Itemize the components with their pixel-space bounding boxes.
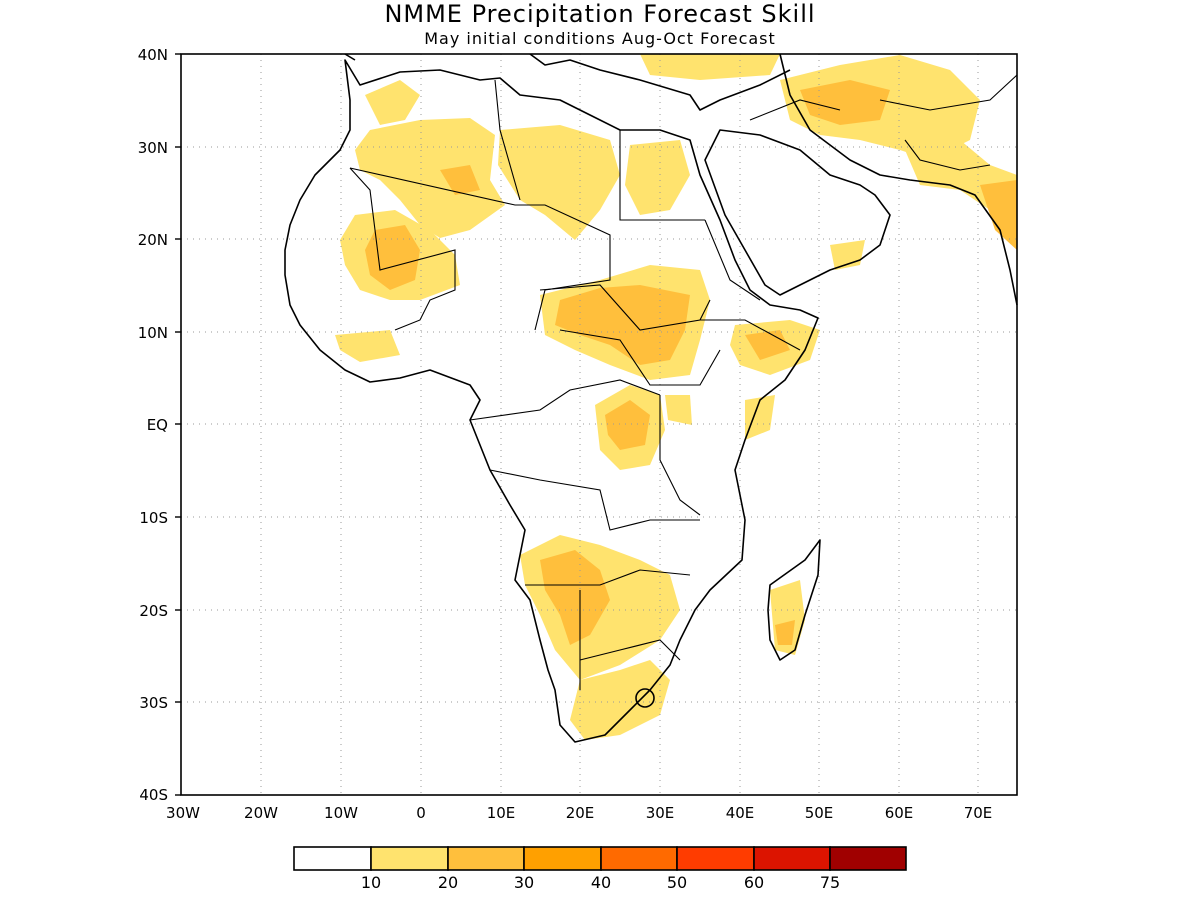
skill-region-sahara-core (440, 165, 480, 195)
skill-region-libya-egypt (625, 140, 690, 215)
colorbar-label: 50 (667, 873, 687, 892)
y-axis-ticks (175, 53, 181, 796)
colorbar-bin (370, 846, 449, 871)
y-tick-label: 20S (139, 602, 168, 620)
y-tick-label: 40S (139, 786, 168, 804)
country-borders (349, 74, 1018, 690)
y-axis: 40N 30N 20N 10N EQ 10S 20S 30S 40S (138, 46, 168, 804)
skill-region-india-west (980, 180, 1017, 250)
colorbar-bin (447, 846, 525, 871)
x-tick-label: 20E (566, 804, 595, 822)
skill-region-zambia-namibia-core (540, 550, 610, 645)
skill-region-south-africa (570, 660, 670, 740)
skill-region-sahel-west-core (365, 225, 420, 290)
africa-coastline (284, 59, 819, 743)
y-tick-label: 20N (138, 231, 168, 249)
x-tick-label: 60E (885, 804, 914, 822)
colorbar-label: 20 (438, 873, 458, 892)
x-tick-label: 30W (166, 804, 200, 822)
x-tick-label: 50E (805, 804, 834, 822)
asia-coastline (779, 53, 1018, 306)
x-tick-label: 40E (726, 804, 755, 822)
colorbar-bin (293, 846, 372, 871)
skill-region-kenya-coast (745, 395, 775, 440)
x-tick-label: 30E (646, 804, 675, 822)
x-tick-label: 70E (964, 804, 993, 822)
colorbar-label: 40 (591, 873, 611, 892)
y-tick-label: 40N (138, 46, 168, 64)
arabia-coastline (704, 129, 891, 296)
map-gridlines (181, 54, 1017, 795)
skill-region-central-africa-core (605, 400, 650, 450)
x-tick-label: 20W (244, 804, 278, 822)
coastlines (284, 53, 1018, 743)
colorbar-bin (523, 846, 602, 871)
x-axis: 30W 20W 10W 0 10E 20E 30E 40E 50E 60E 70… (166, 804, 992, 822)
y-tick-label: 10N (138, 324, 168, 342)
colorbar-bin (600, 846, 678, 871)
y-tick-label: 10S (139, 509, 168, 527)
skill-region-madagascar-core (775, 620, 795, 645)
colorbar-label: 75 (820, 873, 840, 892)
skill-region-sahara-north (355, 118, 505, 238)
skill-region-iran-core (800, 80, 890, 125)
y-tick-label: 30N (138, 139, 168, 157)
skill-region-sahara-north2 (498, 125, 620, 240)
y-tick-label: EQ (147, 416, 168, 434)
skill-region-morocco (365, 80, 420, 125)
x-tick-label: 0 (416, 804, 426, 822)
skill-shading (335, 54, 1017, 740)
colorbar-bin (753, 846, 831, 871)
skill-region-north-strip (640, 54, 780, 80)
colorbar-label: 30 (514, 873, 534, 892)
europe-coastline (344, 53, 791, 111)
map-subtitle: May initial conditions Aug-Oct Forecast (424, 29, 776, 48)
x-tick-label: 10E (487, 804, 516, 822)
map-title: NMME Precipitation Forecast Skill (384, 0, 815, 28)
x-tick-label: 10W (324, 804, 358, 822)
skill-region-ethiopia-core (745, 330, 790, 360)
skill-region-arabia-south (830, 240, 865, 270)
skill-region-guinea-coast (335, 330, 400, 362)
colorbar: 10 20 30 40 50 60 75 (293, 846, 907, 892)
colorbar-label: 60 (744, 873, 764, 892)
skill-region-south-sudan (555, 285, 690, 365)
madagascar-coastline (767, 539, 821, 661)
y-tick-label: 30S (139, 694, 168, 712)
colorbar-bin (676, 846, 755, 871)
colorbar-label: 10 (361, 873, 381, 892)
lesotho-outline (635, 688, 655, 708)
skill-region-lake-victoria (665, 395, 692, 425)
map-plot-area (180, 53, 1018, 796)
colorbar-bin (829, 846, 907, 871)
